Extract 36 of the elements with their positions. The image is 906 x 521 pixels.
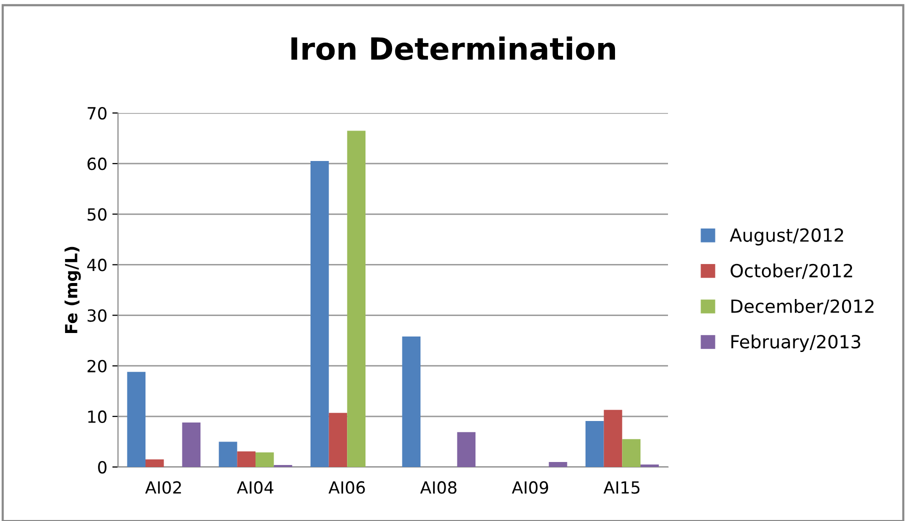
bar — [127, 372, 146, 467]
bar — [218, 442, 238, 467]
bar — [548, 462, 568, 467]
x-tick-label: AI02 — [145, 481, 181, 494]
legend-label: August/2012 — [730, 228, 844, 246]
bar — [622, 439, 640, 467]
x-tick-label: AI15 — [604, 481, 640, 494]
y-tick-label: 70 — [88, 106, 106, 120]
bar — [586, 420, 604, 467]
legend-label: October/2012 — [730, 264, 852, 279]
y-axis-title: Fe (mg/L) — [64, 246, 81, 333]
bar — [604, 410, 622, 467]
x-tick-label: AI08 — [420, 481, 456, 494]
bar — [640, 464, 659, 467]
y-tick-label: 40 — [87, 258, 106, 272]
x-tick-label: AI06 — [328, 481, 365, 494]
bar — [146, 459, 164, 467]
y-tick-label: 30 — [88, 309, 106, 322]
legend-label: February/2013 — [731, 334, 860, 352]
bar — [237, 451, 256, 467]
legend-label: December/2012 — [731, 299, 874, 314]
chart-title: Iron Determination — [291, 36, 616, 60]
bar — [347, 130, 366, 467]
bar — [256, 452, 274, 467]
y-tick-label: 50 — [88, 208, 106, 221]
bar — [402, 336, 420, 467]
x-tick-label: AI04 — [236, 481, 274, 494]
x-tick-label: AI09 — [512, 481, 548, 494]
y-tick-label: 60 — [88, 158, 106, 170]
y-tick-label: 0 — [98, 460, 106, 474]
y-tick-label: 20 — [88, 360, 106, 372]
y-tick-label: 10 — [88, 410, 106, 423]
bar — [182, 422, 200, 467]
bar — [457, 432, 476, 467]
bar — [328, 412, 348, 467]
bar — [310, 161, 329, 467]
